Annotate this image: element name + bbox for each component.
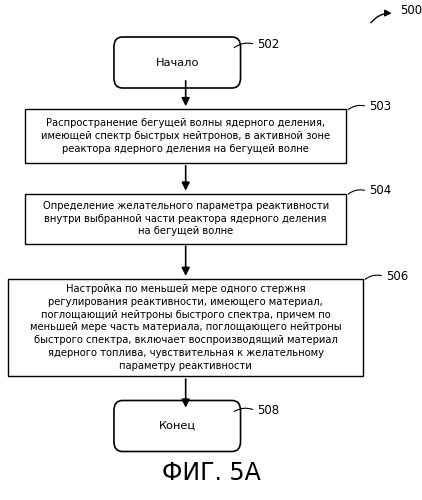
Text: 502: 502 xyxy=(257,38,280,51)
FancyBboxPatch shape xyxy=(25,109,346,163)
Text: ФИГ. 5А: ФИГ. 5А xyxy=(162,460,260,484)
FancyBboxPatch shape xyxy=(25,194,346,244)
Text: 504: 504 xyxy=(369,184,392,198)
Text: Определение желательного параметра реактивности
внутри выбранной части реактора : Определение желательного параметра реакт… xyxy=(43,200,329,236)
FancyBboxPatch shape xyxy=(8,279,363,376)
Text: Распространение бегущей волны ядерного деления,
имеющей спектр быстрых нейтронов: Распространение бегущей волны ядерного д… xyxy=(41,118,330,154)
Text: Конец: Конец xyxy=(159,421,196,431)
Text: Начало: Начало xyxy=(155,58,199,68)
FancyBboxPatch shape xyxy=(114,37,241,88)
Text: 500: 500 xyxy=(400,4,422,18)
Text: 503: 503 xyxy=(369,100,391,113)
Text: 508: 508 xyxy=(257,404,279,417)
FancyBboxPatch shape xyxy=(114,400,241,452)
Text: Настройка по меньшей мере одного стержня
регулирования реактивности, имеющего ма: Настройка по меньшей мере одного стержня… xyxy=(30,284,341,371)
Text: 506: 506 xyxy=(386,270,408,283)
